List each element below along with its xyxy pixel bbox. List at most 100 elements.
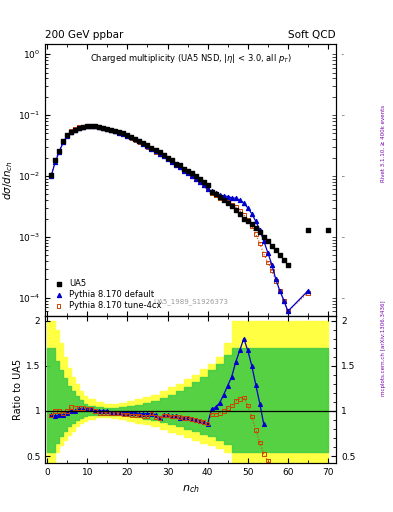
- Point: [140, 412, 147, 420]
- Pythia 8.170 default: [281, 296, 287, 305]
- Point: [233, 397, 239, 405]
- UA5: [60, 137, 66, 145]
- Pythia 8.170 default: [96, 123, 103, 131]
- Point: [120, 409, 127, 417]
- UA5: [72, 125, 79, 134]
- UA5: [224, 199, 231, 207]
- Point: [217, 409, 223, 417]
- Pythia 8.170 tune-4cx: [128, 134, 134, 142]
- UA5: [180, 165, 187, 173]
- Pythia 8.170 tune-4cx: [233, 203, 239, 211]
- Pythia 8.170 default: [152, 146, 159, 155]
- Pythia 8.170 tune-4cx: [253, 230, 259, 239]
- UA5: [164, 154, 171, 162]
- Point: [112, 409, 119, 417]
- Pythia 8.170 tune-4cx: [164, 155, 171, 163]
- UA5: [80, 123, 86, 132]
- Pythia 8.170 default: [132, 135, 139, 143]
- Pythia 8.170 default: [64, 132, 70, 140]
- Point: [68, 403, 74, 412]
- Point: [104, 409, 110, 417]
- UA5: [237, 209, 243, 218]
- UA5: [257, 228, 263, 236]
- UA5: [253, 224, 259, 232]
- Pythia 8.170 tune-4cx: [124, 132, 130, 140]
- Pythia 8.170 default: [164, 155, 171, 163]
- Pythia 8.170 tune-4cx: [160, 152, 167, 160]
- Pythia 8.170 default: [233, 194, 239, 202]
- Pythia 8.170 default: [84, 122, 90, 130]
- UA5: [281, 255, 287, 264]
- Point: [60, 410, 66, 418]
- Point: [241, 393, 247, 401]
- UA5: [169, 156, 175, 164]
- UA5: [325, 226, 331, 234]
- UA5: [128, 133, 134, 141]
- Pythia 8.170 tune-4cx: [60, 137, 66, 145]
- Pythia 8.170 tune-4cx: [257, 239, 263, 247]
- Point: [184, 414, 191, 422]
- Pythia 8.170 default: [249, 209, 255, 218]
- UA5: [88, 122, 94, 131]
- Point: [92, 407, 99, 415]
- Pythia 8.170 default: [184, 169, 191, 178]
- Point: [253, 380, 259, 389]
- Point: [253, 426, 259, 434]
- Point: [108, 409, 114, 417]
- Pythia 8.170 tune-4cx: [229, 200, 235, 208]
- Point: [264, 457, 271, 465]
- Point: [220, 391, 227, 399]
- UA5: [56, 146, 62, 155]
- Pythia 8.170 tune-4cx: [104, 125, 110, 133]
- Text: Rivet 3.1.10, ≥ 400k events: Rivet 3.1.10, ≥ 400k events: [381, 105, 386, 182]
- UA5: [229, 202, 235, 210]
- UA5: [184, 167, 191, 175]
- UA5: [233, 205, 239, 214]
- Point: [140, 410, 147, 418]
- Pythia 8.170 default: [273, 275, 279, 284]
- Point: [269, 461, 275, 470]
- UA5: [176, 161, 183, 169]
- Pythia 8.170 default: [244, 204, 251, 212]
- Point: [164, 411, 171, 419]
- Point: [116, 409, 123, 417]
- Point: [213, 403, 219, 412]
- Pythia 8.170 default: [160, 152, 167, 160]
- Point: [180, 414, 187, 422]
- Point: [104, 407, 110, 415]
- Point: [176, 413, 183, 421]
- Point: [209, 411, 215, 419]
- Point: [84, 405, 90, 413]
- Pythia 8.170 tune-4cx: [152, 147, 159, 156]
- Pythia 8.170 default: [277, 287, 283, 295]
- Text: mcplots.cern.ch [arXiv:1306.3436]: mcplots.cern.ch [arXiv:1306.3436]: [381, 301, 386, 396]
- Point: [244, 401, 251, 410]
- UA5: [269, 242, 275, 250]
- UA5: [220, 196, 227, 204]
- Point: [160, 411, 167, 419]
- Pythia 8.170 tune-4cx: [80, 122, 86, 131]
- Point: [241, 334, 247, 343]
- UA5: [204, 181, 211, 189]
- UA5: [116, 129, 123, 137]
- UA5: [217, 193, 223, 201]
- UA5: [140, 139, 147, 147]
- Pythia 8.170 tune-4cx: [281, 296, 287, 305]
- Pythia 8.170 default: [253, 217, 259, 225]
- Pythia 8.170 default: [112, 127, 119, 136]
- Pythia 8.170 default: [56, 147, 62, 156]
- UA5: [241, 215, 247, 223]
- Pythia 8.170 tune-4cx: [264, 259, 271, 267]
- UA5: [124, 131, 130, 139]
- Pythia 8.170 tune-4cx: [209, 188, 215, 197]
- Point: [56, 411, 62, 419]
- Pythia 8.170 tune-4cx: [92, 122, 99, 131]
- Pythia 8.170 default: [176, 163, 183, 172]
- UA5: [196, 175, 203, 183]
- Point: [128, 411, 134, 419]
- Point: [173, 412, 179, 420]
- Pythia 8.170 tune-4cx: [132, 136, 139, 144]
- Point: [244, 346, 251, 354]
- Pythia 8.170 tune-4cx: [176, 163, 183, 171]
- Point: [64, 409, 70, 417]
